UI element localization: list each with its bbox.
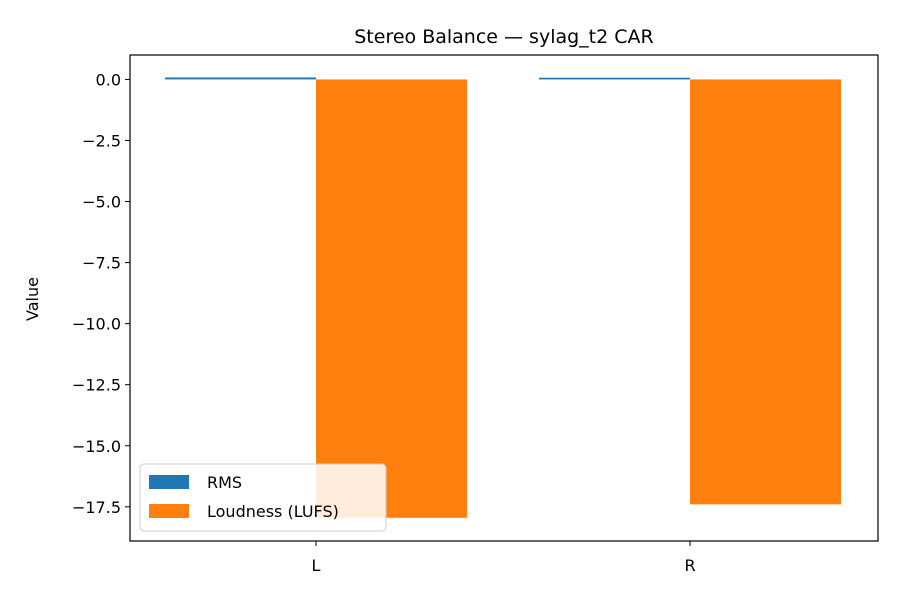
y-tick-label: −5.0 bbox=[82, 193, 121, 212]
legend-swatch bbox=[149, 475, 189, 489]
y-tick-label: 0.0 bbox=[96, 70, 121, 89]
legend-swatch bbox=[149, 504, 189, 518]
legend-label: Loudness (LUFS) bbox=[207, 502, 339, 521]
plot-frame bbox=[129, 54, 879, 542]
legend-label: RMS bbox=[207, 473, 242, 492]
bar-rms-l bbox=[165, 77, 316, 80]
y-tick-label: −7.5 bbox=[82, 254, 121, 273]
y-tick-label: −2.5 bbox=[82, 131, 121, 150]
chart-title: Stereo Balance — sylag_t2 CAR bbox=[354, 26, 653, 48]
y-tick-label: −17.5 bbox=[72, 498, 121, 517]
y-tick-label: −15.0 bbox=[72, 437, 121, 456]
y-axis: 0.0 −2.5 −5.0 −7.5 −10.0 −12.5 −15.0 −17.5 bbox=[72, 70, 130, 517]
x-tick-label: L bbox=[312, 556, 321, 575]
legend: RMS Loudness (LUFS) bbox=[139, 463, 387, 532]
legend-box bbox=[139, 463, 387, 532]
bars bbox=[165, 77, 841, 518]
y-tick-label: −10.0 bbox=[72, 315, 121, 334]
y-axis-label: Value bbox=[23, 277, 42, 321]
bar-loudness-lufs-l bbox=[316, 79, 467, 518]
bar-rms-r bbox=[539, 77, 690, 80]
bar-loudness-lufs-r bbox=[690, 79, 841, 505]
x-tick-label: R bbox=[684, 556, 695, 575]
y-tick-label: −12.5 bbox=[72, 376, 121, 395]
